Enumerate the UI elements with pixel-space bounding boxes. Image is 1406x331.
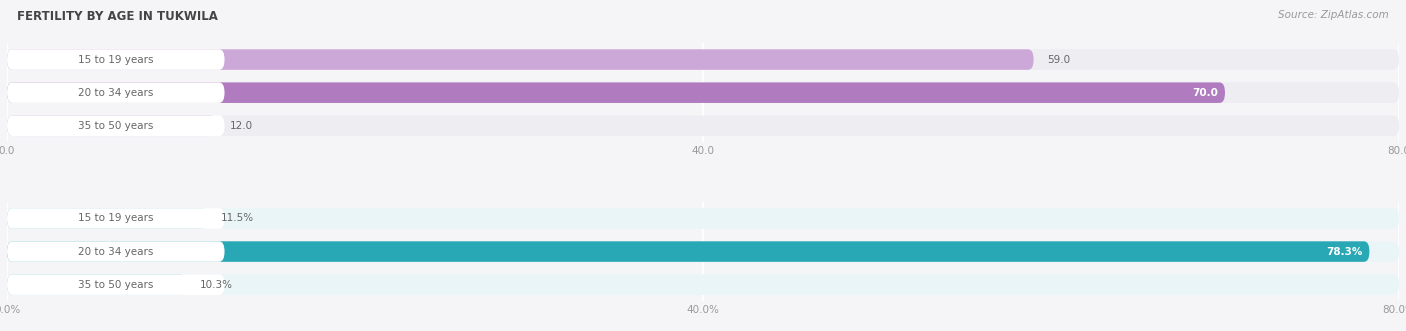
FancyBboxPatch shape (7, 116, 217, 136)
FancyBboxPatch shape (7, 49, 1033, 70)
Text: 78.3%: 78.3% (1326, 247, 1362, 257)
Text: 10.3%: 10.3% (200, 280, 233, 290)
FancyBboxPatch shape (7, 208, 225, 229)
Text: 35 to 50 years: 35 to 50 years (79, 121, 153, 131)
FancyBboxPatch shape (7, 116, 1399, 136)
Text: 15 to 19 years: 15 to 19 years (77, 213, 153, 223)
Text: 11.5%: 11.5% (221, 213, 254, 223)
FancyBboxPatch shape (7, 241, 225, 262)
FancyBboxPatch shape (7, 274, 186, 295)
FancyBboxPatch shape (7, 82, 225, 103)
FancyBboxPatch shape (7, 241, 1399, 262)
Text: 20 to 34 years: 20 to 34 years (79, 88, 153, 98)
FancyBboxPatch shape (7, 274, 225, 295)
Text: 35 to 50 years: 35 to 50 years (79, 280, 153, 290)
FancyBboxPatch shape (7, 274, 1399, 295)
Text: Source: ZipAtlas.com: Source: ZipAtlas.com (1278, 10, 1389, 20)
FancyBboxPatch shape (7, 208, 207, 229)
FancyBboxPatch shape (7, 116, 225, 136)
Text: 20 to 34 years: 20 to 34 years (79, 247, 153, 257)
FancyBboxPatch shape (7, 49, 225, 70)
FancyBboxPatch shape (7, 49, 1399, 70)
Text: 70.0: 70.0 (1192, 88, 1218, 98)
Text: 15 to 19 years: 15 to 19 years (77, 55, 153, 65)
Text: 12.0: 12.0 (229, 121, 253, 131)
FancyBboxPatch shape (7, 82, 1225, 103)
FancyBboxPatch shape (7, 82, 1399, 103)
FancyBboxPatch shape (7, 241, 1369, 262)
FancyBboxPatch shape (7, 208, 1399, 229)
Text: FERTILITY BY AGE IN TUKWILA: FERTILITY BY AGE IN TUKWILA (17, 10, 218, 23)
Text: 59.0: 59.0 (1047, 55, 1070, 65)
